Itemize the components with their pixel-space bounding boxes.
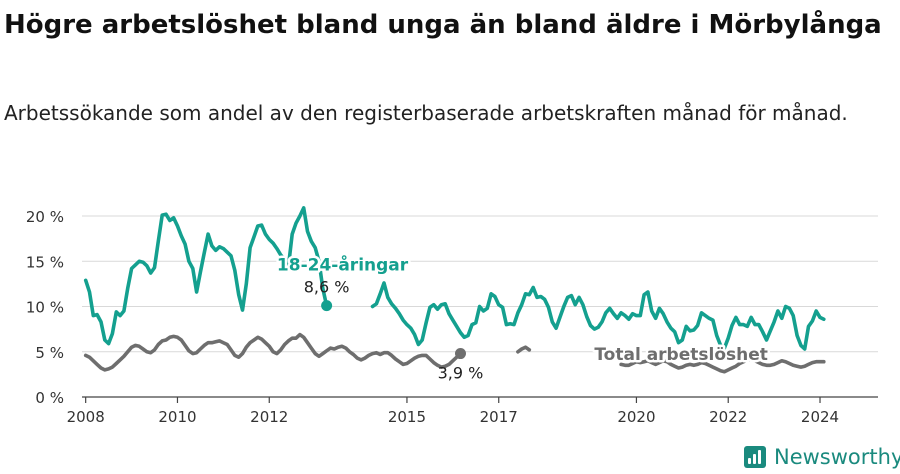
series-line [83, 206, 329, 346]
brand-name: Newsworthy [774, 445, 900, 469]
series-annotation: 18-24-åringar [277, 253, 409, 275]
x-tick-label: 2017 [480, 408, 518, 426]
series-end-point [454, 348, 466, 360]
x-tick-label: 2022 [709, 408, 747, 426]
x-tick-label: 2024 [801, 408, 839, 426]
x-tick-label: 2012 [250, 408, 288, 426]
series-end-point [321, 300, 333, 312]
x-tick-label: 2020 [617, 408, 655, 426]
y-tick-label: 5 % [35, 344, 64, 362]
series-line [516, 345, 532, 354]
series-end-label: 8,6 % [304, 278, 350, 297]
x-tick-label: 2015 [388, 408, 426, 426]
chart-subtitle: Arbetssökande som andel av den registerb… [4, 101, 848, 125]
series-line [83, 332, 463, 372]
chart-title: Högre arbetslöshet bland unga än bland ä… [4, 10, 882, 40]
y-tick-label: 20 % [26, 208, 64, 226]
y-tick-label: 15 % [26, 253, 64, 271]
series-annotation: Total arbetslöshet [594, 345, 768, 365]
brand[interactable]: Newsworthy [744, 443, 900, 471]
x-tick-label: 2008 [67, 408, 105, 426]
newsworthy-logo-icon [744, 446, 766, 468]
y-tick-label: 10 % [26, 299, 64, 317]
x-tick-label: 2010 [158, 408, 196, 426]
series-end-label: 3,9 % [438, 364, 484, 383]
series-line [619, 357, 826, 374]
series-line [370, 281, 826, 351]
y-tick-label: 0 % [35, 389, 64, 407]
